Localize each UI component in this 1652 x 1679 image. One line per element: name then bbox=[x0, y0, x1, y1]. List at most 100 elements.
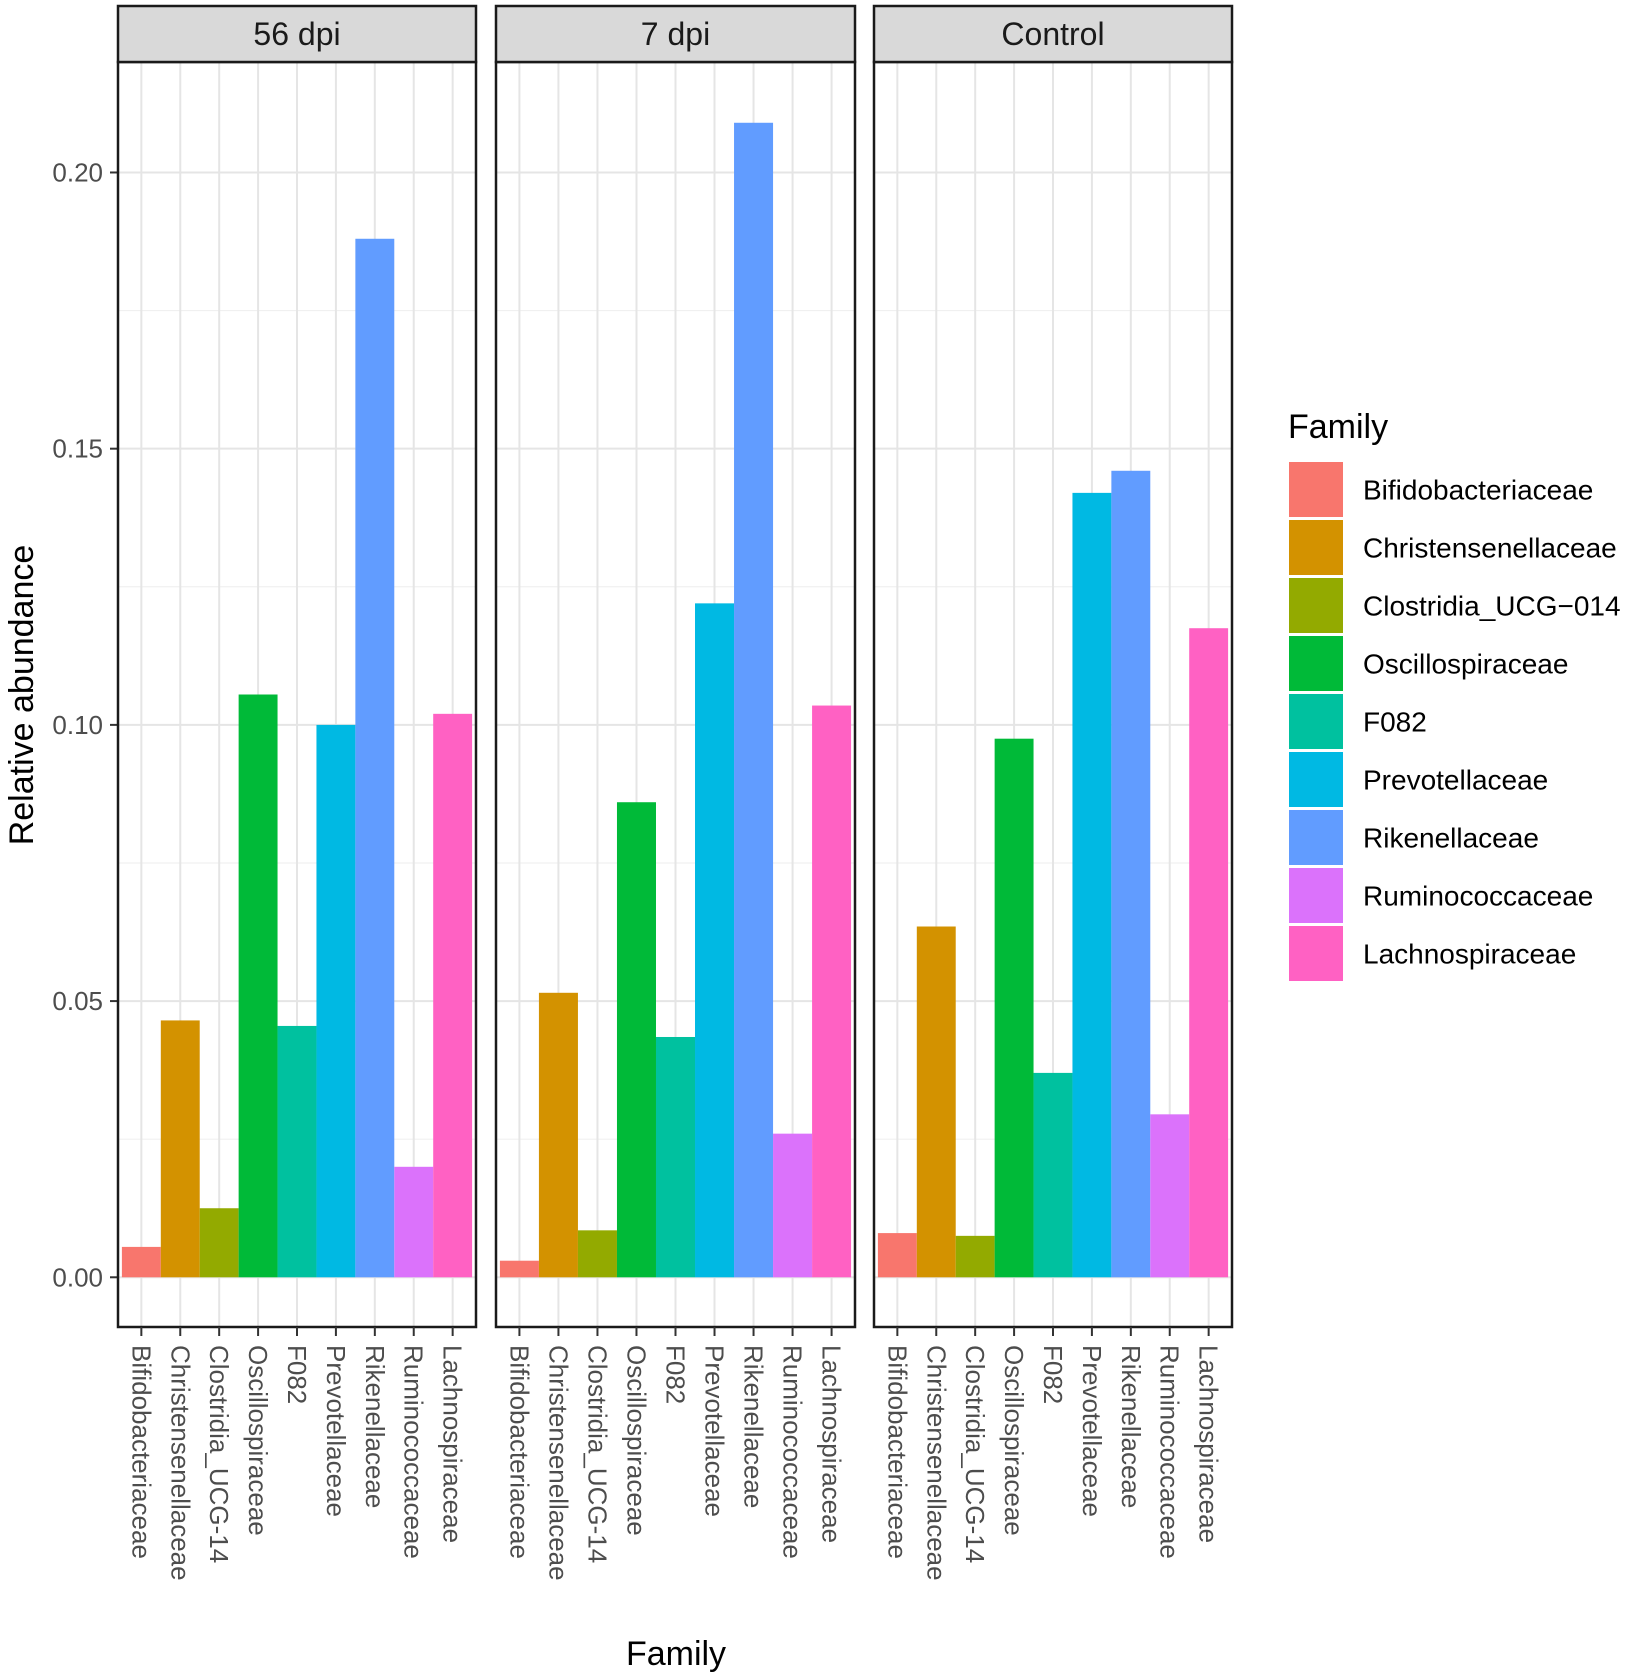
legend-key bbox=[1289, 694, 1343, 749]
legend-label: Prevotellaceae bbox=[1363, 765, 1548, 796]
x-tick-label: Oscillospiraceae bbox=[243, 1345, 273, 1536]
facet-strip bbox=[116, 4, 478, 64]
y-tick-label: 0.10 bbox=[52, 710, 103, 740]
x-tick-label: Oscillospiraceae bbox=[999, 1345, 1029, 1536]
bar-7-dpi-lachnospiraceae bbox=[812, 705, 852, 1278]
bar-control-rikenellaceae bbox=[1111, 470, 1151, 1278]
y-tick-label: 0.20 bbox=[52, 157, 103, 187]
y-tick-label: 0.00 bbox=[52, 1262, 103, 1292]
bar-control-prevotellaceae bbox=[1072, 492, 1112, 1278]
bar-56-dpi-ruminococcaceae bbox=[394, 1166, 434, 1278]
legend-label: F082 bbox=[1363, 707, 1427, 738]
legend-key bbox=[1289, 578, 1343, 633]
x-tick-label: Clostridia_UCG-14 bbox=[960, 1345, 990, 1563]
x-tick-label: F082 bbox=[661, 1345, 691, 1404]
facet-strip-label: 56 dpi bbox=[253, 16, 340, 52]
legend-item-bifidobacteriaceae: Bifidobacteriaceae bbox=[1289, 462, 1593, 517]
panel-control: Control Bifidobacteriaceae Christensenella… bbox=[872, 4, 1234, 1581]
bar-56-dpi-prevotellaceae bbox=[316, 724, 356, 1278]
bar-control-clostridia-ucg-14 bbox=[955, 1235, 995, 1278]
bar-7-dpi-prevotellaceae bbox=[695, 603, 735, 1278]
x-tick-label: Bifidobacteriaceae bbox=[504, 1345, 534, 1559]
bar-56-dpi-bifidobacteriaceae bbox=[121, 1246, 161, 1278]
facet-panels: 56 dpi Bifidobacteriaceae Christensenellac… bbox=[116, 4, 1234, 1581]
x-tick-label: Clostridia_UCG-14 bbox=[582, 1345, 612, 1563]
bar-7-dpi-rikenellaceae bbox=[734, 122, 774, 1278]
x-axis-title: Family bbox=[626, 1635, 726, 1673]
x-tick-label: Oscillospiraceae bbox=[621, 1345, 651, 1536]
x-tick-label: Rikenellaceae bbox=[360, 1345, 390, 1508]
x-tick-label: Rikenellaceae bbox=[739, 1345, 769, 1508]
x-tick-label: Christensenellaceae bbox=[543, 1345, 573, 1581]
bar-7-dpi-christensenellaceae bbox=[538, 992, 578, 1278]
legend-item-lachnospiraceae: Lachnospiraceae bbox=[1289, 926, 1576, 981]
legend-label: Lachnospiraceae bbox=[1363, 939, 1576, 970]
legend-label: Rikenellaceae bbox=[1363, 823, 1539, 854]
x-tick-label: Christensenellaceae bbox=[921, 1345, 951, 1581]
legend-key bbox=[1289, 810, 1343, 865]
x-tick-label: Clostridia_UCG-14 bbox=[204, 1345, 234, 1563]
legend-item-oscillospiraceae: Oscillospiraceae bbox=[1289, 636, 1568, 691]
x-tick-label: Ruminococcaceae bbox=[778, 1345, 808, 1559]
facet-strip bbox=[872, 4, 1234, 64]
facet-strip-label: 7 dpi bbox=[641, 16, 710, 52]
legend-key bbox=[1289, 636, 1343, 691]
x-tick-label: Lachnospiraceae bbox=[1194, 1345, 1224, 1543]
bar-56-dpi-christensenellaceae bbox=[160, 1020, 200, 1278]
legend-label: Clostridia_UCG−014 bbox=[1363, 591, 1621, 622]
legend: Family Bifidobacteriaceae Christensenella… bbox=[1288, 408, 1621, 981]
x-tick-label: Lachnospiraceae bbox=[817, 1345, 847, 1543]
bar-control-christensenellaceae bbox=[916, 926, 956, 1278]
bar-control-ruminococcaceae bbox=[1150, 1114, 1190, 1278]
x-tick-label: F082 bbox=[282, 1345, 312, 1404]
panel-56-dpi: 56 dpi Bifidobacteriaceae Christensenellac… bbox=[116, 4, 478, 1581]
bar-control-bifidobacteriaceae bbox=[877, 1233, 917, 1278]
x-tick-label: Ruminococcaceae bbox=[399, 1345, 429, 1559]
bar-56-dpi-oscillospiraceae bbox=[238, 694, 278, 1278]
legend-item-christensenellaceae: Christensenellaceae bbox=[1289, 520, 1617, 575]
legend-key bbox=[1289, 752, 1343, 807]
legend-item-prevotellaceae: Prevotellaceae bbox=[1289, 752, 1548, 807]
x-tick-label: Ruminococcaceae bbox=[1155, 1345, 1185, 1559]
y-axis: 0.00 0.05 0.10 0.15 0.20 bbox=[52, 157, 118, 1292]
y-axis-title: Relative abundance bbox=[3, 545, 41, 846]
x-tick-label: Rikenellaceae bbox=[1116, 1345, 1146, 1508]
x-tick-label: Bifidobacteriaceae bbox=[126, 1345, 156, 1559]
bar-56-dpi-clostridia-ucg-14 bbox=[199, 1208, 239, 1278]
x-tick-label: Prevotellaceae bbox=[321, 1345, 351, 1517]
bar-56-dpi-rikenellaceae bbox=[355, 238, 395, 1278]
legend-key bbox=[1289, 462, 1343, 517]
x-tick-label: F082 bbox=[1038, 1345, 1068, 1404]
bar-7-dpi-bifidobacteriaceae bbox=[499, 1260, 539, 1278]
bar-7-dpi-oscillospiraceae bbox=[616, 802, 656, 1278]
facet-strip-label: Control bbox=[1001, 16, 1104, 52]
bar-control-oscillospiraceae bbox=[994, 738, 1034, 1278]
y-tick-label: 0.15 bbox=[52, 434, 103, 464]
bar-56-dpi-lachnospiraceae bbox=[433, 713, 473, 1278]
x-tick-label: Lachnospiraceae bbox=[438, 1345, 468, 1543]
legend-key bbox=[1289, 520, 1343, 575]
bar-7-dpi-clostridia-ucg-14 bbox=[577, 1230, 617, 1278]
x-tick-label: Christensenellaceae bbox=[165, 1345, 195, 1581]
legend-item-clostridia-ucg-014: Clostridia_UCG−014 bbox=[1289, 578, 1621, 633]
x-tick-label: Prevotellaceae bbox=[1077, 1345, 1107, 1517]
legend-key bbox=[1289, 926, 1343, 981]
legend-label: Christensenellaceae bbox=[1363, 533, 1617, 564]
facet-strip bbox=[494, 4, 857, 64]
x-tick-label: Bifidobacteriaceae bbox=[882, 1345, 912, 1559]
panel-7-dpi: 7 dpi Bifidobacteriaceae Christensenellace… bbox=[494, 4, 857, 1581]
legend-label: Bifidobacteriaceae bbox=[1363, 475, 1593, 506]
bar-control-lachnospiraceae bbox=[1189, 628, 1229, 1278]
bar-control-f082 bbox=[1033, 1072, 1073, 1278]
bar-56-dpi-f082 bbox=[277, 1025, 317, 1278]
legend-item-rikenellaceae: Rikenellaceae bbox=[1289, 810, 1539, 865]
y-tick-label: 0.05 bbox=[52, 986, 103, 1016]
legend-title: Family bbox=[1288, 408, 1388, 446]
bar-7-dpi-ruminococcaceae bbox=[773, 1133, 813, 1278]
legend-item-f082: F082 bbox=[1289, 694, 1427, 749]
legend-item-ruminococcaceae: Ruminococcaceae bbox=[1289, 868, 1593, 923]
legend-label: Oscillospiraceae bbox=[1363, 649, 1568, 680]
bar-7-dpi-f082 bbox=[655, 1036, 696, 1278]
legend-key bbox=[1289, 868, 1343, 923]
